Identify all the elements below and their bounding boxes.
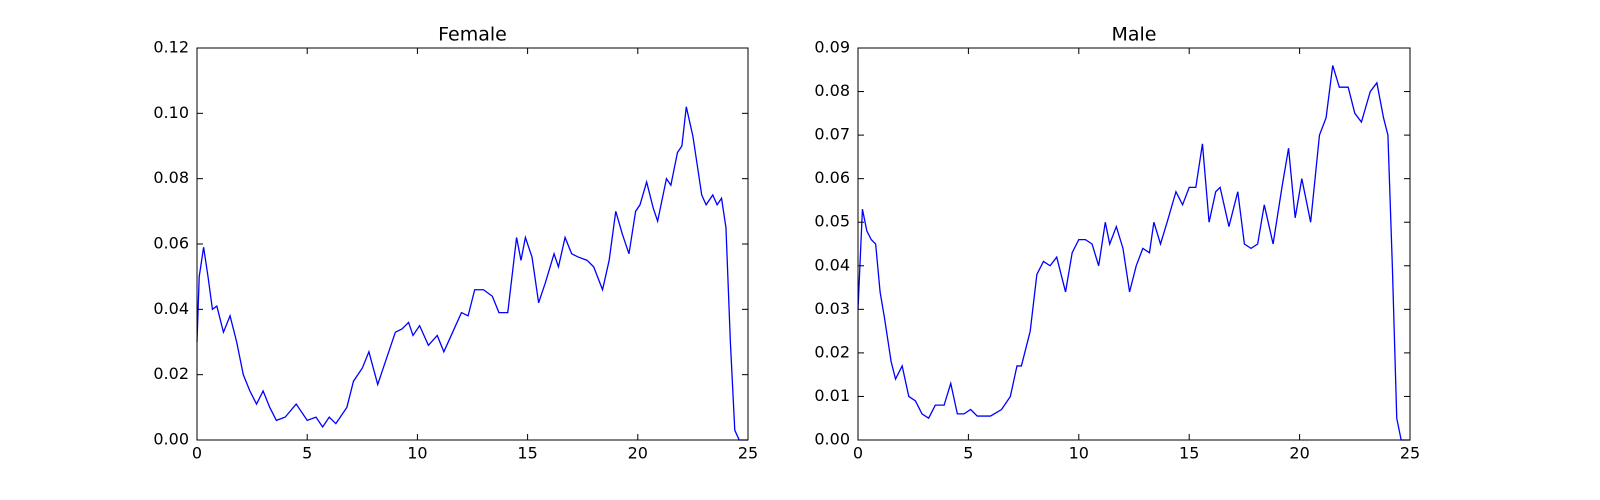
y-tick-label: 0.09: [814, 38, 850, 57]
plot-frame: [196, 47, 749, 441]
x-tick-label: 15: [517, 444, 537, 463]
y-tick-label: 0.12: [153, 38, 189, 57]
chart-title: Male: [1111, 24, 1156, 46]
x-tick-label: 0: [853, 444, 863, 463]
y-tick-label: 0.01: [814, 386, 850, 405]
y-tick-label: 0.00: [814, 430, 850, 449]
x-tick-label: 5: [963, 444, 973, 463]
y-tick-label: 0.06: [814, 168, 850, 187]
y-tick-label: 0.00: [153, 430, 189, 449]
data-line: [857, 65, 1410, 441]
chart-title: Female: [438, 24, 507, 46]
y-tick-label: 0.10: [153, 103, 189, 122]
x-tick-label: 5: [302, 444, 312, 463]
plot-frame: [857, 47, 1411, 441]
y-tick-label: 0.08: [153, 168, 189, 187]
y-tick-label: 0.06: [153, 234, 189, 253]
y-tick-label: 0.04: [153, 299, 189, 318]
x-tick-label: 20: [628, 444, 648, 463]
y-tick-label: 0.07: [814, 125, 850, 144]
x-tick-label: 0: [192, 444, 202, 463]
y-tick-label: 0.03: [814, 299, 850, 318]
x-tick-label: 10: [1069, 444, 1089, 463]
y-tick-label: 0.02: [153, 364, 189, 383]
x-tick-label: 25: [738, 444, 758, 463]
y-tick-label: 0.08: [814, 81, 850, 100]
x-tick-label: 20: [1289, 444, 1309, 463]
x-tick-label: 25: [1400, 444, 1420, 463]
y-tick-label: 0.04: [814, 255, 850, 274]
data-line: [196, 106, 748, 441]
x-tick-label: 10: [407, 444, 427, 463]
x-tick-label: 15: [1179, 444, 1199, 463]
y-tick-label: 0.05: [814, 212, 850, 231]
y-tick-label: 0.02: [814, 342, 850, 361]
